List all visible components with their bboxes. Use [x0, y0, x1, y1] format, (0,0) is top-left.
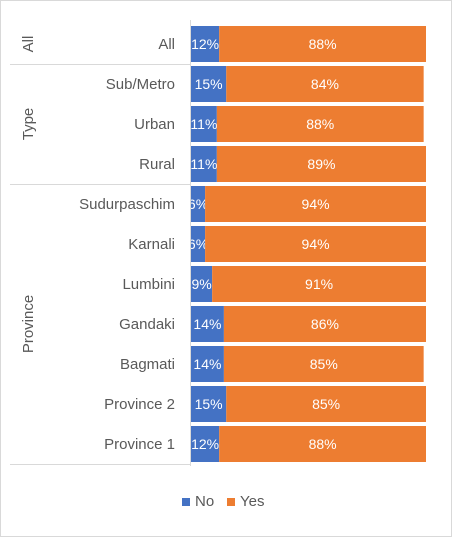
data-label-no-2: 11%	[190, 116, 217, 132]
data-label-no-5: 6%	[188, 236, 208, 252]
data-label-yes-7: 86%	[311, 316, 339, 332]
bar-no-4	[191, 186, 206, 222]
bar-yes-7	[223, 306, 426, 342]
bar-no-0	[191, 26, 220, 62]
data-label-yes-9: 85%	[312, 396, 340, 412]
data-label-no-0: 12%	[191, 36, 219, 52]
legend-swatch-no	[182, 498, 190, 506]
category-label-4: Sudurpaschim	[79, 196, 175, 213]
data-label-no-8: 14%	[193, 356, 221, 372]
bar-yes-10	[219, 426, 426, 462]
legend-label-no: No	[195, 493, 214, 510]
data-label-no-7: 14%	[193, 316, 221, 332]
category-label-5: Karnali	[128, 236, 175, 253]
data-label-no-9: 15%	[195, 396, 223, 412]
bar-yes-8	[223, 346, 424, 382]
data-label-yes-2: 88%	[306, 116, 334, 132]
bar-yes-5	[205, 226, 426, 262]
data-label-yes-1: 84%	[311, 76, 339, 92]
data-label-yes-6: 91%	[305, 276, 333, 292]
category-label-6: Lumbini	[122, 276, 175, 293]
data-label-no-1: 15%	[195, 76, 223, 92]
data-label-yes-3: 89%	[307, 156, 335, 172]
bar-no-8	[191, 346, 224, 382]
category-label-10: Province 1	[104, 436, 175, 453]
bar-no-5	[191, 226, 206, 262]
bar-no-7	[191, 306, 224, 342]
bar-no-6	[191, 266, 213, 302]
data-label-no-3: 11%	[190, 156, 217, 172]
group-label-province: Province	[20, 295, 37, 353]
category-label-0: All	[158, 36, 175, 53]
bar-yes-3	[216, 146, 426, 182]
group-label-type: Type	[20, 108, 37, 141]
bar-yes-0	[219, 26, 426, 62]
category-label-8: Bagmati	[120, 356, 175, 373]
category-label-3: Rural	[139, 156, 175, 173]
data-label-yes-10: 88%	[309, 436, 337, 452]
data-label-yes-5: 94%	[302, 236, 330, 252]
data-label-yes-4: 94%	[302, 196, 330, 212]
data-label-no-6: 9%	[191, 276, 211, 292]
bar-yes-4	[205, 186, 426, 222]
category-label-9: Province 2	[104, 396, 175, 413]
category-label-1: Sub/Metro	[106, 76, 175, 93]
bar-yes-6	[212, 266, 426, 302]
data-label-yes-0: 88%	[309, 36, 337, 52]
category-label-2: Urban	[134, 116, 175, 133]
legend-label-yes: Yes	[240, 493, 264, 510]
data-label-no-10: 12%	[191, 436, 219, 452]
data-label-no-4: 6%	[188, 196, 208, 212]
bar-no-2	[191, 106, 217, 142]
bar-no-10	[191, 426, 220, 462]
bar-no-3	[191, 146, 217, 182]
bar-yes-2	[216, 106, 424, 142]
bar-no-1	[191, 66, 227, 102]
bar-yes-1	[226, 66, 424, 102]
legend-swatch-yes	[227, 498, 235, 506]
data-label-yes-8: 85%	[310, 356, 338, 372]
bar-no-9	[191, 386, 227, 422]
group-label-all: All	[20, 36, 37, 53]
bar-yes-9	[226, 386, 426, 422]
category-label-7: Gandaki	[119, 316, 175, 333]
